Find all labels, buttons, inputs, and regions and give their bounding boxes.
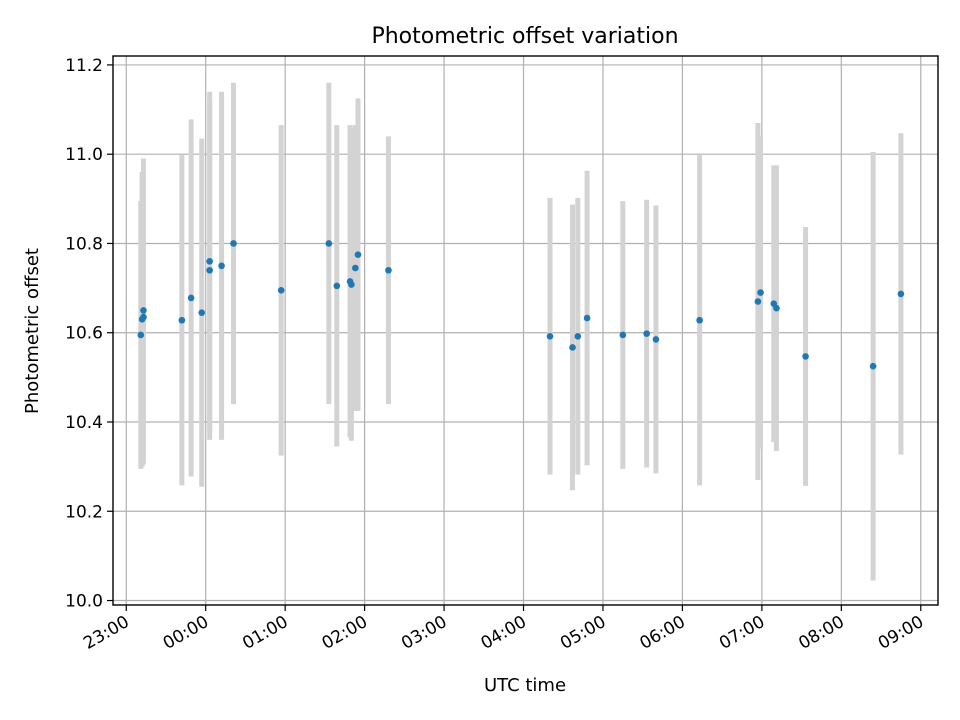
data-point <box>574 333 582 340</box>
data-point <box>218 262 225 270</box>
data-point <box>619 331 627 339</box>
data-point <box>206 258 213 265</box>
y-tick-label: 10.0 <box>65 592 103 612</box>
data-point <box>187 294 195 302</box>
data-point <box>869 362 877 370</box>
y-tick-label: 10.6 <box>65 324 103 344</box>
data-point <box>230 240 237 247</box>
data-point <box>802 353 809 360</box>
y-axis: 10.0 10.2 10.4 10.6 10.8 11.0 11.2 <box>65 56 113 612</box>
chart-title: Photometric offset variation <box>371 24 678 49</box>
data-point <box>325 240 333 247</box>
data-point <box>348 281 355 288</box>
plot-frame <box>112 55 939 606</box>
y-tick-label: 10.4 <box>65 413 103 433</box>
data-point <box>198 309 206 316</box>
data-point <box>583 314 591 322</box>
data-point <box>569 344 576 351</box>
data-point <box>277 287 285 294</box>
y-axis-label: Photometric offset <box>22 248 43 414</box>
y-tick-label: 10.8 <box>65 234 103 254</box>
x-axis-label: UTC time <box>484 675 566 696</box>
data-point <box>897 290 905 298</box>
data-point <box>137 331 145 339</box>
data-point <box>140 307 147 314</box>
y-tick-label: 11.2 <box>65 56 103 76</box>
data-point <box>643 330 650 337</box>
data-point <box>206 266 213 274</box>
data-point <box>354 251 362 258</box>
data-point <box>178 316 186 324</box>
data-point <box>546 333 554 340</box>
data-point <box>140 313 147 321</box>
data-point <box>754 298 762 305</box>
data-point <box>385 266 392 274</box>
data-point <box>757 289 764 296</box>
data-point <box>352 264 359 272</box>
point-layer <box>137 240 905 370</box>
y-tick-label: 11.0 <box>65 145 103 165</box>
data-point <box>773 304 780 312</box>
data-point <box>652 336 660 343</box>
data-point <box>696 316 703 324</box>
data-point <box>333 282 341 290</box>
y-tick-label: 10.2 <box>65 502 103 522</box>
